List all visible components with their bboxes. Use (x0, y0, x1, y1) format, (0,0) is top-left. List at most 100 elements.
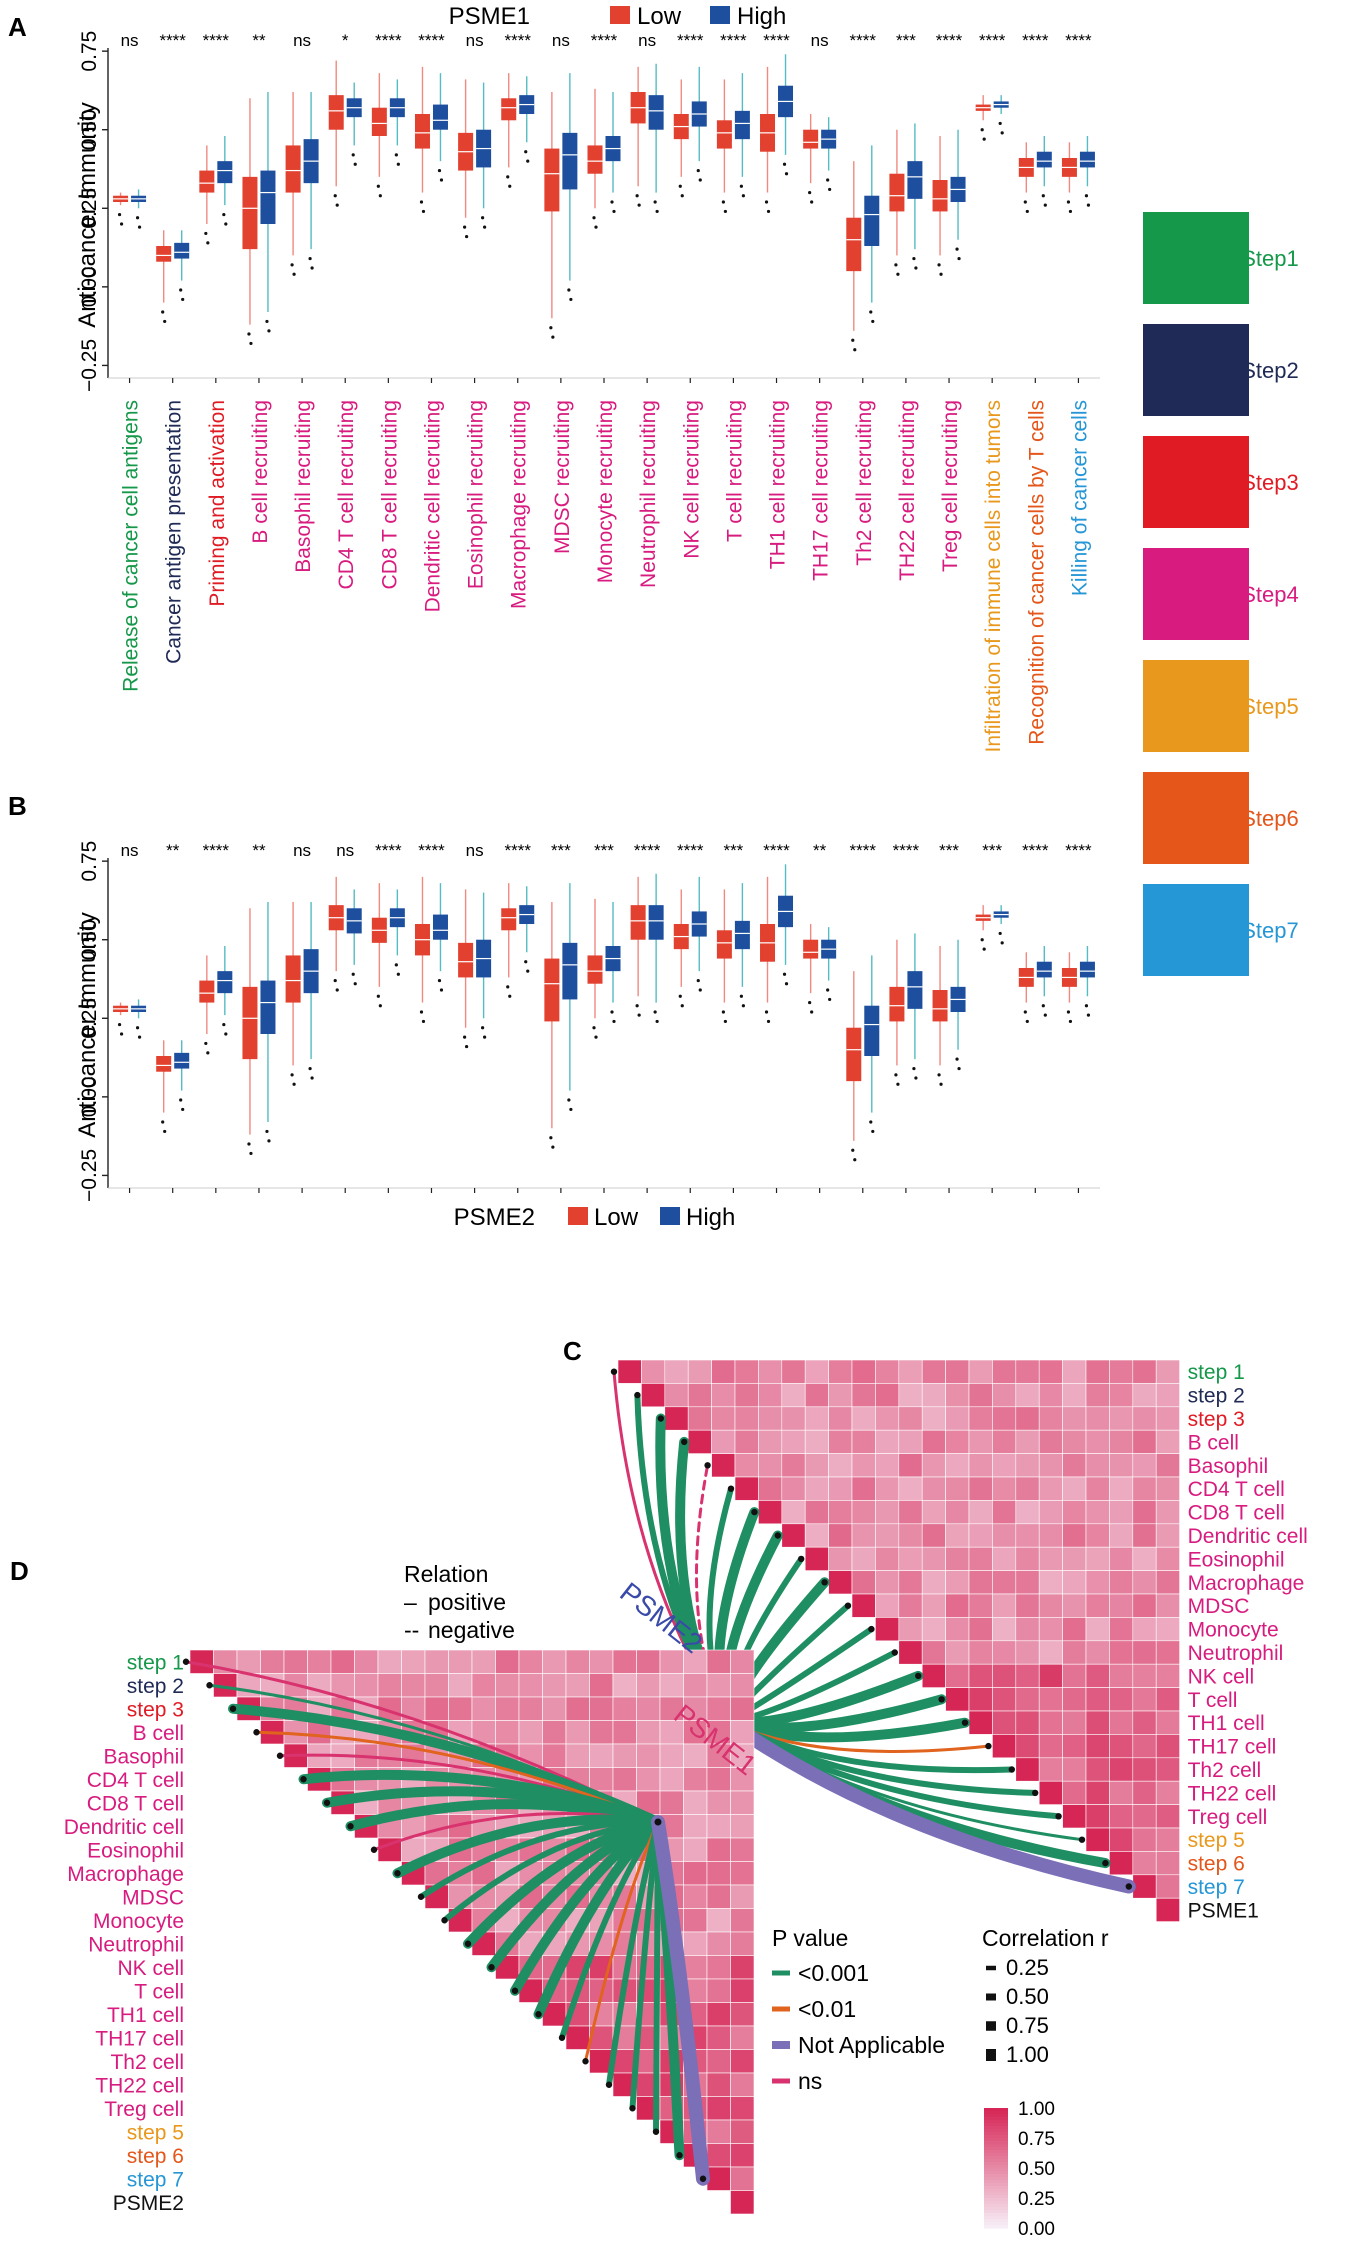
outlier-point (439, 988, 444, 992)
box-low (889, 986, 905, 1022)
link-endpoint (985, 1742, 992, 1750)
heat-cell (706, 2002, 731, 2027)
heat-row-label: MDSC (122, 1886, 184, 1909)
step-legend-label: Step4 (1241, 582, 1299, 607)
heat-row-label: step 3 (127, 1698, 184, 1721)
heat-cell (1085, 1687, 1110, 1712)
heat-row-label: Eosinophil (87, 1839, 184, 1862)
outlier-point (653, 1010, 657, 1014)
box-low (199, 170, 215, 193)
outlier-point (421, 209, 426, 214)
heat-cell (1109, 1710, 1134, 1735)
heat-cell (1062, 1734, 1087, 1759)
link-endpoint (394, 1870, 401, 1877)
heat-cell (758, 1500, 783, 1525)
heat-cell (1132, 1383, 1157, 1408)
heat-cell (875, 1617, 900, 1642)
link-endpoint (1032, 1789, 1039, 1797)
heat-row-label: TH17 cell (1188, 1736, 1277, 1759)
heat-cell (921, 1406, 946, 1431)
significance-label: ns (466, 31, 484, 50)
colorbar-segment (984, 2195, 1008, 2199)
heat-row-label: step 7 (127, 2168, 184, 2191)
link-endpoint (681, 1438, 688, 1446)
outlier-point (549, 326, 553, 330)
outlier-point (394, 963, 398, 967)
heat-cell (1038, 1757, 1063, 1782)
outlier-point (637, 203, 641, 207)
step-legend-label: Step2 (1241, 358, 1299, 383)
heat-cell (875, 1429, 900, 1454)
heat-cell (921, 1383, 946, 1408)
heat-cell (1155, 1359, 1180, 1384)
outlier-point (179, 288, 183, 292)
heat-cell (1062, 1617, 1087, 1642)
legend-b: PSME2 Low High (454, 1204, 736, 1231)
link-endpoint (1102, 1859, 1109, 1867)
heat-cell (758, 1383, 783, 1408)
heat-cell (1015, 1429, 1040, 1454)
heat-cell (612, 1720, 637, 1745)
pvalue-label: Not Applicable (798, 2032, 945, 2058)
colorbar-tick: 1.00 (1018, 2099, 1055, 2120)
category-label: Th2 cell recruiting (853, 400, 876, 566)
outlier-point (137, 1035, 142, 1039)
boxplot-b: −0.250.000.250.500.75 ns ** **** ** ns ns **** *… (78, 841, 1100, 1202)
heat-cell (636, 1649, 661, 1674)
heat-cell (875, 1453, 900, 1478)
significance-label: **** (159, 31, 186, 50)
category-label: TH22 cell recruiting (896, 400, 919, 581)
heat-cell (1038, 1383, 1063, 1408)
outlier-point (419, 1010, 424, 1014)
outlier-point (419, 200, 424, 204)
heat-cell (804, 1359, 829, 1384)
colorbar-segment (984, 2201, 1008, 2205)
heat-row-label: step 5 (1188, 1829, 1245, 1852)
colorbar-segment (984, 2123, 1008, 2127)
outlier-point (1023, 200, 1027, 204)
heat-cell (617, 1359, 642, 1384)
heat-cell (1132, 1406, 1157, 1431)
colorbar-segment (984, 2129, 1008, 2133)
heat-cell (687, 1406, 712, 1431)
link-endpoint (1055, 1813, 1062, 1820)
outlier-point (871, 1129, 875, 1134)
heat-cell (730, 1931, 755, 1956)
heat-cell (1132, 1663, 1157, 1688)
heat-cell (758, 1406, 783, 1431)
box-high (174, 1052, 190, 1069)
heat-cell (1132, 1687, 1157, 1712)
link-endpoint (751, 1508, 758, 1516)
heat-cell (921, 1429, 946, 1454)
link-endpoint (1125, 1883, 1133, 1890)
significance-label: **** (850, 31, 877, 50)
colorbar-segment (984, 2120, 1008, 2124)
outlier-point (610, 1010, 614, 1014)
heat-cell (1155, 1429, 1180, 1454)
colorbar-segment (984, 2210, 1008, 2214)
corr-label: 0.75 (1006, 2013, 1049, 2038)
heat-cell (1109, 1780, 1134, 1805)
colorbar-tick: 0.00 (1018, 2219, 1055, 2240)
outlier-point (678, 994, 682, 998)
outlier-point (782, 972, 787, 976)
significance-label: **** (203, 31, 230, 50)
heat-cell (706, 2049, 731, 2074)
outlier-point (766, 209, 771, 214)
heat-cell (758, 1476, 783, 1501)
heat-cell (518, 1696, 543, 1721)
outlier-point (249, 341, 253, 346)
heat-cell (968, 1383, 993, 1408)
heat-cell (706, 1978, 731, 2003)
heat-cell (875, 1523, 900, 1548)
heat-cell (1085, 1359, 1110, 1384)
heat-cell (1085, 1453, 1110, 1478)
colorbar-segment (984, 2213, 1008, 2217)
correlation-link (721, 1715, 1136, 1894)
pvalue-title: P value (772, 1925, 848, 1951)
colorbar-segment (984, 2126, 1008, 2130)
heat-cell (1132, 1570, 1157, 1595)
outlier-point (526, 159, 530, 163)
legend-b-low-key (568, 1207, 588, 1225)
heat-cell (945, 1359, 970, 1384)
